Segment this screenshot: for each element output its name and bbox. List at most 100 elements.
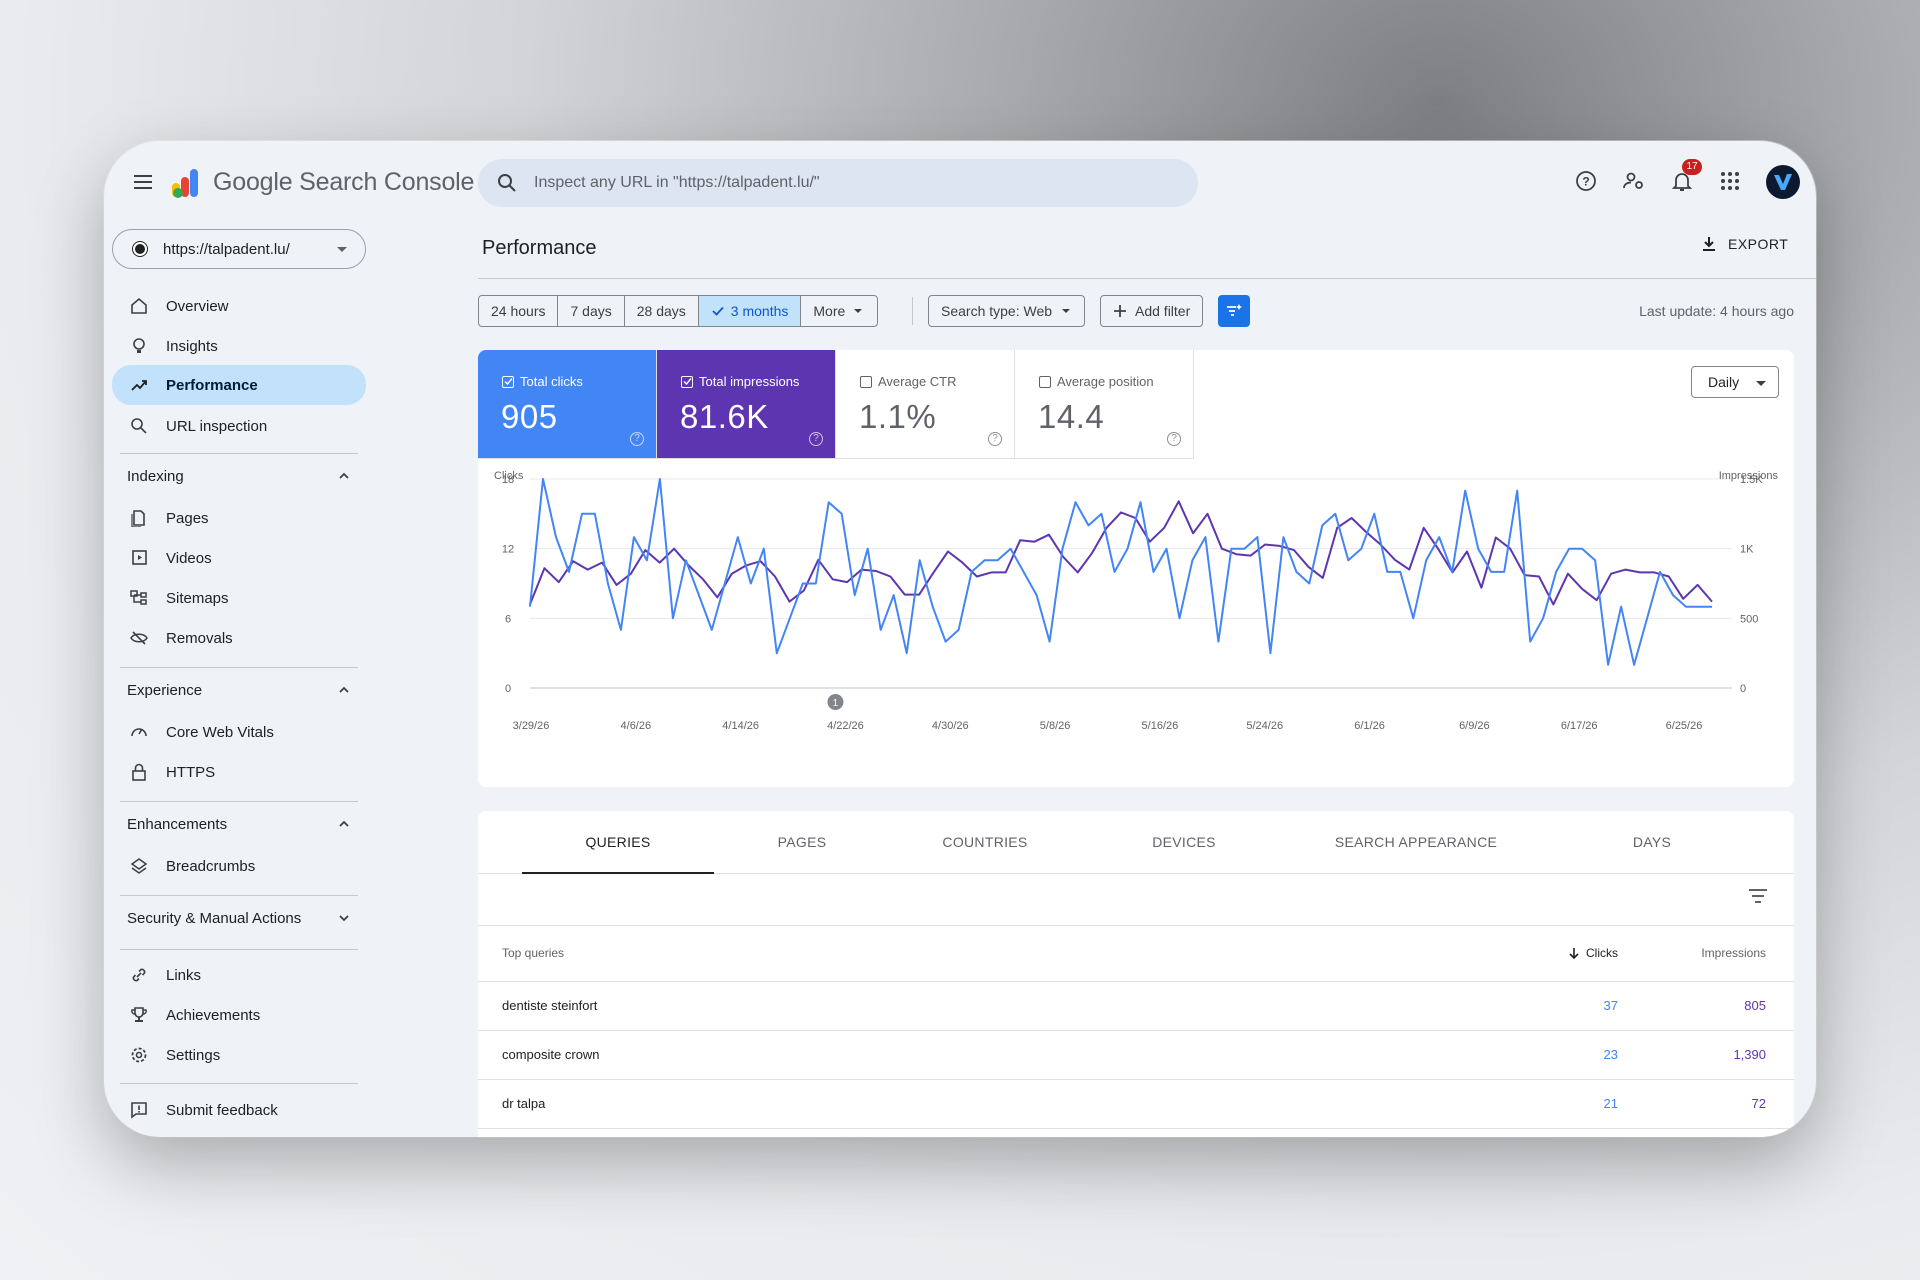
caret-down-icon [854, 309, 863, 313]
dimension-tabs: QUERIES PAGES COUNTRIES DEVICES SEARCH A… [478, 811, 1794, 874]
metric-total-clicks[interactable]: Total clicks 905 ? [478, 350, 657, 459]
nav-overview[interactable]: Overview [112, 287, 366, 325]
range-7-days[interactable]: 7 days [558, 296, 625, 326]
tab-days[interactable]: DAYS [1632, 834, 1672, 850]
export-label: EXPORT [1728, 236, 1789, 252]
clicks-cell: 37 [1603, 998, 1618, 1013]
url-inspect-input[interactable] [534, 174, 1154, 192]
x-tick-label: 3/29/26 [513, 720, 550, 732]
nav-achievements[interactable]: Achievements [112, 996, 366, 1034]
table-row[interactable]: dr talpa 21 72 [478, 1080, 1794, 1129]
nav-label: Insights [166, 337, 218, 355]
tab-search-appearance[interactable]: SEARCH APPEARANCE [1334, 834, 1498, 850]
export-button[interactable]: EXPORT [1700, 235, 1788, 253]
x-tick-label: 5/24/26 [1246, 720, 1283, 732]
y-axis-right-title: Impressions [1719, 470, 1779, 482]
section-security-header[interactable]: Security & Manual Actions [127, 903, 357, 933]
caret-down-icon [1062, 309, 1071, 313]
tab-countries[interactable]: COUNTRIES [942, 834, 1028, 850]
eye-off-icon [130, 631, 148, 645]
metric-value: 81.6K [680, 398, 769, 435]
search-type-dropdown[interactable]: Search type: Web [928, 295, 1086, 327]
property-favicon-icon [133, 242, 147, 256]
section-title: Indexing [127, 467, 184, 485]
nav-breadcrumbs[interactable]: Breadcrumbs [112, 847, 366, 885]
granularity-dropdown[interactable]: Daily [1691, 366, 1779, 398]
nav-label: Pages [166, 509, 209, 527]
sidebar-divider [120, 1083, 358, 1084]
table-row[interactable]: dentiste steinfort 37 805 [478, 982, 1794, 1031]
range-24-hours[interactable]: 24 hours [479, 296, 559, 326]
section-experience-header[interactable]: Experience [127, 675, 357, 705]
hamburger-menu-icon[interactable] [128, 167, 158, 197]
nav-videos[interactable]: Videos [112, 539, 366, 577]
nav-label: Removals [166, 629, 233, 647]
url-inspect-search-bar[interactable] [478, 159, 1198, 207]
series-line-impressions [529, 500, 1713, 606]
nav-sitemaps[interactable]: Sitemaps [112, 579, 366, 617]
nav-url-inspection[interactable]: URL inspection [112, 407, 366, 445]
column-header-clicks[interactable]: Clicks [1568, 946, 1618, 960]
sitemap-icon [130, 590, 147, 605]
nav-label: Overview [166, 297, 229, 315]
range-28-days[interactable]: 28 days [625, 296, 699, 326]
search-icon [131, 418, 147, 434]
user-settings-icon[interactable] [1618, 165, 1650, 197]
metric-average-ctr[interactable]: Average CTR 1.1% ? [836, 350, 1015, 459]
range-3-months[interactable]: 3 months [698, 296, 802, 326]
checkbox-checked-icon [502, 375, 514, 388]
tab-pages[interactable]: PAGES [777, 834, 827, 850]
nav-links[interactable]: Links [112, 956, 366, 994]
gauge-icon [131, 728, 147, 737]
tab-queries[interactable]: QUERIES [522, 811, 714, 874]
help-icon[interactable]: ? [1570, 165, 1602, 197]
help-icon[interactable]: ? [988, 432, 1002, 446]
video-icon [132, 550, 147, 565]
nav-removals[interactable]: Removals [112, 619, 366, 657]
column-header-impressions[interactable]: Impressions [1701, 946, 1766, 960]
y-tick-right: 1.5K [1740, 474, 1763, 486]
nav-pages[interactable]: Pages [112, 499, 366, 537]
help-icon[interactable]: ? [1167, 432, 1181, 446]
section-indexing-header[interactable]: Indexing [127, 461, 357, 491]
notifications-bell-icon[interactable]: 17 [1666, 159, 1702, 197]
filter-sparkle-icon [1227, 304, 1242, 316]
nav-label: Breadcrumbs [166, 857, 256, 875]
help-icon[interactable]: ? [630, 432, 644, 446]
table-filter-icon[interactable] [1748, 887, 1768, 910]
section-title: Security & Manual Actions [127, 909, 302, 927]
table-row[interactable]: composite crown 23 1,390 [478, 1031, 1794, 1080]
chevron-up-icon [339, 820, 349, 827]
link-icon [132, 968, 146, 982]
add-filter-button[interactable]: Add filter [1100, 295, 1204, 327]
app-window: Google Search Console ? 17 https://talpa… [104, 141, 1816, 1137]
impressions-cell: 805 [1744, 998, 1766, 1013]
nav-performance[interactable]: Performance [112, 365, 366, 405]
y-tick-left: 6 [505, 613, 511, 625]
query-cell: composite crown [502, 1047, 600, 1062]
section-enhancements-header[interactable]: Enhancements [127, 809, 357, 839]
account-avatar[interactable] [1766, 165, 1800, 199]
help-icon[interactable]: ? [809, 432, 823, 446]
top-bar: Google Search Console ? 17 [104, 141, 1816, 225]
section-title: Enhancements [127, 815, 228, 833]
plus-icon [1114, 305, 1126, 317]
app-title: Google Search Console [213, 168, 475, 196]
nav-core-web-vitals[interactable]: Core Web Vitals [112, 713, 366, 751]
checkbox-unchecked-icon [1039, 375, 1051, 388]
range-more-dropdown[interactable]: More [801, 296, 877, 326]
property-selector[interactable]: https://talpadent.lu/ [112, 229, 366, 269]
notification-badge: 17 [1682, 159, 1702, 175]
tab-devices[interactable]: DEVICES [1152, 834, 1216, 850]
nav-settings[interactable]: Settings [112, 1036, 366, 1074]
nav-submit-feedback[interactable]: Submit feedback [112, 1091, 366, 1129]
nav-https[interactable]: HTTPS [112, 753, 366, 791]
metric-average-position[interactable]: Average position 14.4 ? [1015, 350, 1194, 459]
ai-filter-button[interactable] [1218, 295, 1250, 327]
nav-label: Settings [166, 1046, 221, 1064]
query-cell: dr talpa [502, 1096, 546, 1111]
metric-total-impressions[interactable]: Total impressions 81.6K ? [657, 350, 836, 459]
sidebar-divider [120, 801, 358, 802]
nav-insights[interactable]: Insights [112, 327, 366, 365]
apps-grid-icon[interactable] [1714, 165, 1746, 197]
